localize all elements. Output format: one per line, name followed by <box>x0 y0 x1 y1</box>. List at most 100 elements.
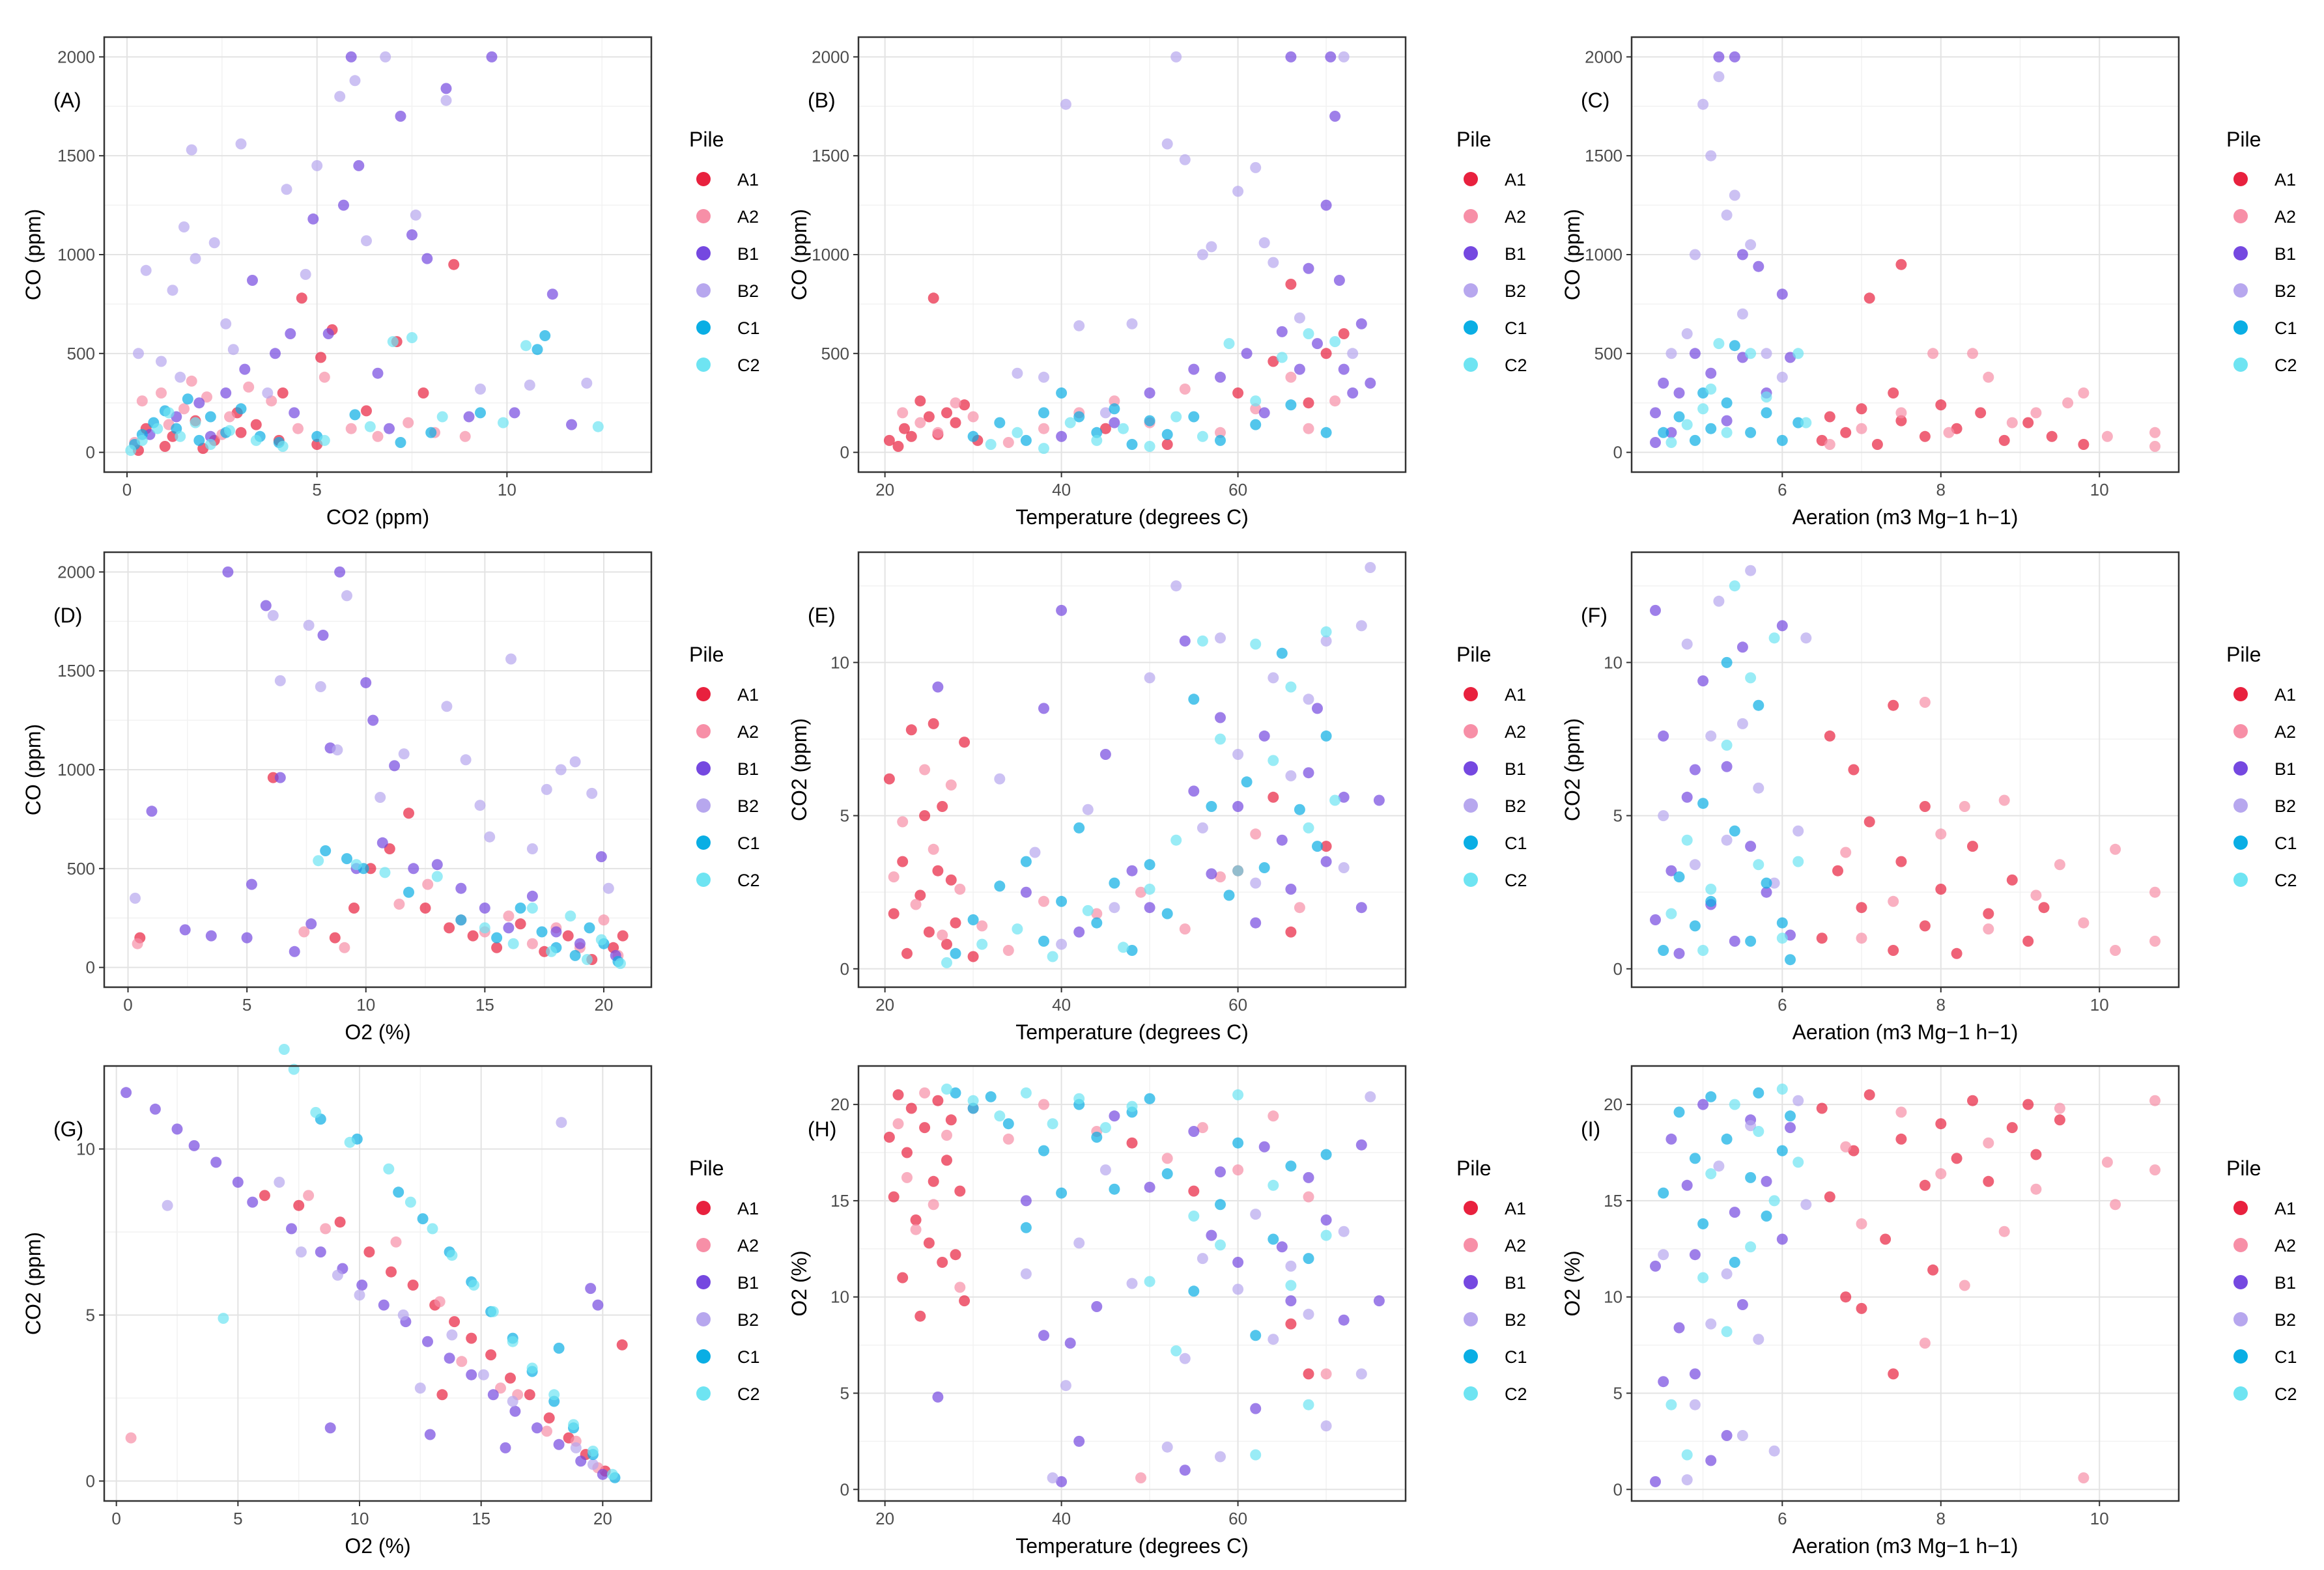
legend-label-c2: C2 <box>737 356 760 375</box>
point-a2 <box>1215 871 1226 883</box>
point-c1 <box>967 1102 979 1114</box>
point-b1 <box>1099 749 1111 760</box>
legend-title: Pile <box>1456 1156 1491 1180</box>
point-a2 <box>950 397 961 409</box>
point-c2 <box>1329 794 1341 806</box>
point-c2 <box>406 332 418 343</box>
point-b1 <box>205 430 216 442</box>
point-c2 <box>546 946 558 957</box>
point-c2 <box>218 1313 229 1324</box>
point-b1 <box>486 51 498 63</box>
point-a2 <box>2078 387 2090 399</box>
legend-key-b2 <box>2233 798 2248 813</box>
point-b1 <box>595 851 607 863</box>
point-b1 <box>1303 262 1314 274</box>
point-c1 <box>320 845 332 856</box>
legend-label-b2: B2 <box>1505 1310 1526 1330</box>
x-tick-label: 40 <box>1052 480 1071 499</box>
y-tick-label: 1000 <box>1585 245 1623 264</box>
point-c2 <box>941 1084 952 1095</box>
point-a1 <box>950 417 961 428</box>
point-c2 <box>581 954 593 965</box>
point-a2 <box>2101 1156 2113 1168</box>
point-b2 <box>274 675 286 686</box>
point-b1 <box>1038 1330 1049 1341</box>
point-b1 <box>1312 703 1323 714</box>
point-b1 <box>1073 926 1085 938</box>
point-a2 <box>320 1223 332 1235</box>
legend: Pile A1 A2 B1 B2 C1 C2 <box>2226 1156 2297 1404</box>
point-b1 <box>1258 730 1270 742</box>
point-c2 <box>1099 1122 1111 1134</box>
point-c2 <box>379 867 391 878</box>
x-tick-label: 40 <box>1052 1509 1071 1528</box>
x-tick-label: 10 <box>350 1509 369 1528</box>
point-c2 <box>1753 1126 1764 1137</box>
panel-f: 6 8 10 0 5 10 Aeration (m3 Mg−1 h−1) CO2 (ppm) (… <box>1561 551 2297 1044</box>
point-b2 <box>1285 770 1297 781</box>
point-b2 <box>295 1246 307 1258</box>
point-b1 <box>597 1468 608 1480</box>
point-c1 <box>475 407 486 419</box>
point-a2 <box>901 1171 913 1183</box>
x-tick-label: 10 <box>356 995 375 1015</box>
point-a2 <box>1935 1168 1947 1179</box>
y-tick-label: 10 <box>1604 1287 1623 1307</box>
y-tick-label: 15 <box>1604 1191 1623 1211</box>
point-c2 <box>1268 755 1279 766</box>
point-b1 <box>1285 884 1297 895</box>
point-b1 <box>1355 902 1367 914</box>
legend-label-c2: C2 <box>2274 356 2297 375</box>
point-a2 <box>2030 407 2042 419</box>
point-b2 <box>1215 632 1226 644</box>
point-c2 <box>446 1250 458 1261</box>
point-b1 <box>220 387 232 399</box>
point-b2 <box>1060 98 1071 110</box>
point-c2 <box>152 423 163 434</box>
point-a2 <box>1840 1141 1852 1153</box>
point-b2 <box>1665 348 1677 359</box>
legend-title: Pile <box>2226 643 2261 666</box>
point-a1 <box>1161 439 1173 450</box>
plot-border <box>1630 551 2180 988</box>
point-a2 <box>967 411 979 423</box>
point-a2 <box>897 816 909 828</box>
panel-label: (G) <box>53 1117 83 1141</box>
legend-key-b1 <box>696 1275 711 1289</box>
point-a2 <box>1983 923 1994 935</box>
point-a1 <box>348 903 360 914</box>
point-b1 <box>1721 1430 1733 1441</box>
point-a1 <box>562 930 574 942</box>
point-b1 <box>1650 914 1661 925</box>
point-a1 <box>937 801 948 812</box>
legend-label-c2: C2 <box>2274 1384 2297 1404</box>
point-c1 <box>1020 434 1032 446</box>
x-tick-label: 8 <box>1936 1509 1946 1528</box>
point-b2 <box>311 160 323 171</box>
point-c2 <box>1665 908 1677 919</box>
point-a2 <box>303 1190 315 1201</box>
point-b1 <box>395 111 406 122</box>
point-c2 <box>1768 632 1780 644</box>
point-a1 <box>1935 399 1947 411</box>
point-a2 <box>1197 1122 1208 1134</box>
legend-title: Pile <box>689 1156 724 1180</box>
point-b2 <box>303 619 315 631</box>
point-b1 <box>1665 865 1677 876</box>
point-b1 <box>546 288 558 300</box>
point-c1 <box>1673 1106 1685 1118</box>
x-tick-label: 0 <box>122 480 132 499</box>
point-b2 <box>1082 804 1094 815</box>
point-b1 <box>1144 902 1155 914</box>
point-c1 <box>235 403 247 415</box>
point-a1 <box>959 736 971 748</box>
point-a1 <box>2030 1149 2042 1160</box>
point-b2 <box>1179 1353 1191 1364</box>
point-c1 <box>1689 920 1701 932</box>
legend-title: Pile <box>2226 1156 2261 1180</box>
point-b2 <box>1170 580 1182 592</box>
point-c1 <box>1785 954 1796 966</box>
point-a1 <box>1888 1368 1899 1380</box>
point-b2 <box>178 221 190 232</box>
point-a1 <box>941 407 952 419</box>
